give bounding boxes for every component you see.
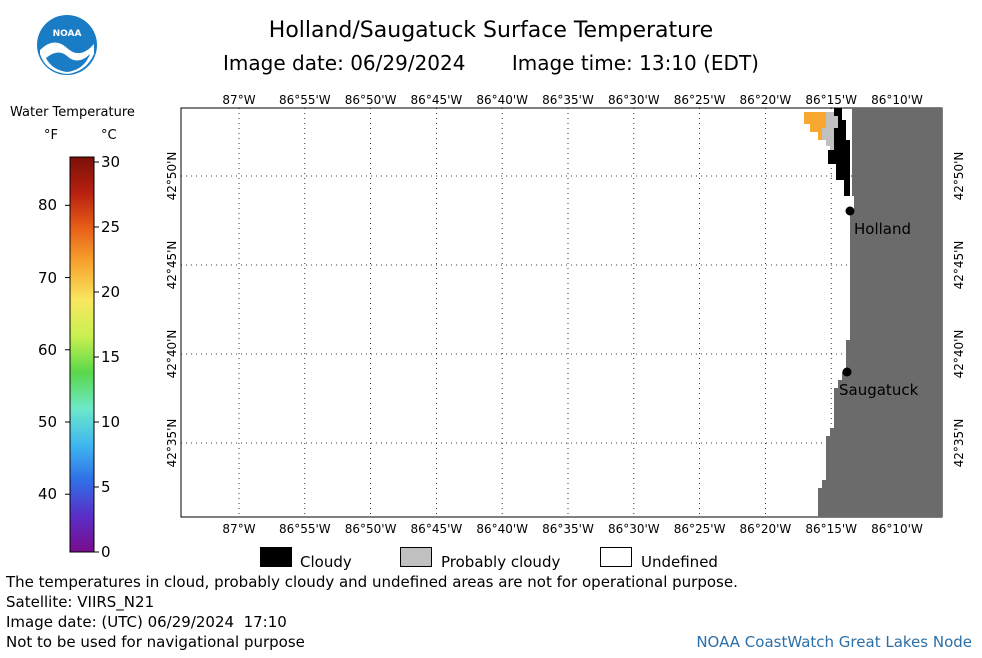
colorbar-label-f: 70 — [38, 268, 58, 287]
colorbar-label-f: 40 — [38, 485, 58, 504]
colorbar-label-f: 50 — [38, 413, 58, 431]
colorbar-label-c: 15 — [101, 348, 121, 366]
latitude-label: 42°35'N — [165, 419, 179, 468]
longitude-label: 86°50'W — [345, 522, 397, 536]
utc-date: Image date: (UTC) 06/29/2024 17:10 — [6, 613, 287, 631]
colorbar-gradient — [69, 156, 95, 553]
subtitle: Image date: 06/29/2024 Image time: 13:10… — [0, 51, 982, 75]
longitude-label: 86°55'W — [279, 93, 331, 107]
longitude-label: 86°50'W — [345, 93, 397, 107]
latitude-label: 42°50'N — [952, 152, 966, 201]
colorbar-label-c: 20 — [101, 283, 121, 301]
colorbar-label-f: 80 — [38, 196, 58, 215]
navigation-disclaimer: Not to be used for navigational purpose — [6, 633, 305, 651]
longitude-label: 86°20'W — [740, 522, 792, 536]
legend-swatch-probably-cloudy — [400, 547, 432, 567]
longitude-label: 86°15'W — [805, 522, 857, 536]
warm-water-area — [804, 112, 826, 140]
disclaimer-clouds: The temperatures in cloud, probably clou… — [6, 573, 738, 591]
unit-celsius: °C — [101, 128, 117, 143]
longitude-label: 86°55'W — [279, 522, 331, 536]
longitude-label: 86°25'W — [674, 93, 726, 107]
image-date: Image date: 06/29/2024 — [223, 51, 466, 75]
legend-label-cloudy: Cloudy — [300, 553, 352, 571]
longitude-label: 86°10'W — [871, 522, 923, 536]
latitude-label: 42°45'N — [952, 241, 966, 290]
latitude-label: 42°35'N — [952, 419, 966, 468]
longitude-label: 86°25'W — [674, 522, 726, 536]
colorbar-label-c: 5 — [101, 478, 111, 496]
saugatuck-label: Saugatuck — [839, 381, 919, 399]
legend-swatch-cloudy — [260, 547, 292, 567]
legend-label-probably-cloudy: Probably cloudy — [441, 553, 561, 571]
longitude-label: 86°40'W — [476, 522, 528, 536]
longitude-label: 86°35'W — [542, 522, 594, 536]
longitude-label: 86°45'W — [411, 93, 463, 107]
colorbar-label-c: 25 — [101, 218, 121, 236]
colorbar-label-f: 60 — [38, 340, 58, 359]
unit-fahrenheit: °F — [44, 128, 58, 143]
latitude-label: 42°45'N — [165, 241, 179, 290]
legend-label-undefined: Undefined — [641, 553, 718, 571]
longitude-label: 86°15'W — [805, 93, 857, 107]
colorbar-label-c: 30 — [101, 153, 121, 171]
legend-swatch-undefined — [600, 547, 632, 567]
longitude-label: 86°10'W — [871, 93, 923, 107]
longitude-label: 86°45'W — [411, 522, 463, 536]
land-area — [818, 108, 942, 517]
saugatuck-marker — [842, 367, 852, 377]
latitude-label: 42°50'N — [165, 152, 179, 201]
latitude-label: 42°40'N — [952, 330, 966, 379]
cloudy-area — [828, 108, 850, 196]
longitude-label: 86°30'W — [608, 93, 660, 107]
holland-marker — [845, 206, 855, 216]
image-time: Image time: 13:10 (EDT) — [511, 51, 759, 75]
longitude-label: 87°W — [222, 93, 255, 107]
colorbar-title: Water Temperature — [10, 105, 135, 120]
colorbar — [65, 156, 99, 553]
longitude-label: 86°30'W — [608, 522, 660, 536]
satellite-info: Satellite: VIIRS_N21 — [6, 593, 155, 611]
longitude-label: 86°20'W — [740, 93, 792, 107]
page-title: Holland/Saugatuck Surface Temperature — [268, 18, 714, 43]
map: 87°W 86°55'W 86°50'W 86°45'W 86°40'W 86°35'W 8… — [165, 93, 966, 536]
credit: NOAA CoastWatch Great Lakes Node — [696, 633, 972, 651]
logo-text: NOAA — [53, 29, 82, 39]
longitude-label: 87°W — [222, 522, 255, 536]
longitude-label: 86°40'W — [476, 93, 528, 107]
latitude-label: 42°40'N — [165, 330, 179, 379]
longitude-label: 86°35'W — [542, 93, 594, 107]
holland-label: Holland — [854, 220, 911, 238]
colorbar-label-c: 10 — [101, 413, 121, 431]
colorbar-label-c: 0 — [101, 543, 111, 561]
noaa-logo: NOAA — [37, 15, 97, 75]
